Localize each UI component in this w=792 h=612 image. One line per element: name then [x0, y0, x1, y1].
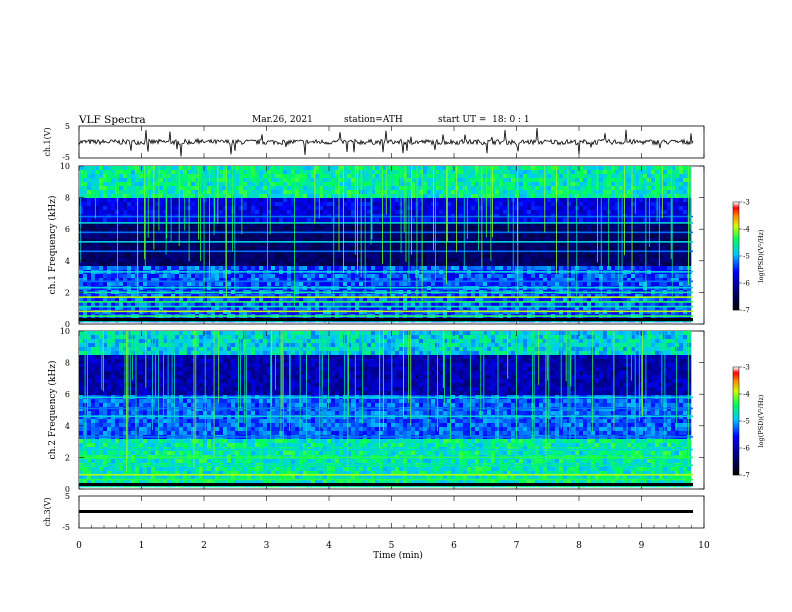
spectral-band-1 — [79, 315, 693, 317]
spec2-ytick-5: 10 — [60, 327, 70, 336]
spectral-band-8 — [79, 407, 693, 410]
ch3-ytick-top: 5 — [65, 492, 70, 501]
x-tick-label-2: 2 — [201, 541, 207, 551]
spec1-ytick-4: 8 — [65, 194, 70, 203]
spec1-ytick-1: 2 — [65, 288, 70, 297]
spectral-band-11 — [79, 241, 693, 243]
spectral-band-6 — [79, 291, 693, 294]
spectral-band-5 — [79, 296, 693, 298]
ch3-waveform-panel: 5 -5 ch.3(V) — [43, 492, 705, 532]
cbar2-tick-2: -5 — [743, 418, 750, 426]
spec2-ytick-4: 8 — [65, 359, 70, 368]
spec2-ytick-0: 0 — [65, 485, 70, 494]
spec1-ytick-3: 6 — [65, 225, 70, 234]
x-axis-ticks: 0 1 2 3 4 5 6 7 8 9 10 — [76, 126, 710, 551]
station-label: station=ATH — [344, 115, 403, 125]
ch2-spectrogram-panel: 0 2 4 6 8 10 ch.2 Frequency (kHz) — [47, 327, 705, 494]
spectral-band-13 — [79, 222, 693, 224]
cbar2-tick-4: -7 — [743, 472, 750, 480]
ch1-waveform-panel: 5 -5 ch.1(V) — [43, 122, 705, 162]
ch1-spectrogram-heatmap — [79, 166, 693, 323]
cbar1-tick-1: -4 — [743, 226, 750, 234]
x-tick-label-6: 6 — [451, 541, 457, 551]
ch3-ytick-bottom: -5 — [62, 523, 70, 532]
date-label: Mar.26, 2021 — [252, 115, 313, 125]
x-tick-label-9: 9 — [639, 541, 645, 551]
cbar1-tick-2: -5 — [743, 253, 750, 261]
spectral-band-4 — [79, 301, 693, 303]
spectral-band-6 — [79, 436, 693, 438]
ch1-ytick-top: 5 — [65, 122, 70, 131]
cbar1-tick-4: -7 — [743, 307, 750, 315]
spectral-band-7 — [79, 286, 693, 289]
ch1-ylabel: ch.1(V) — [43, 127, 52, 156]
ch2-spectrogram-heatmap — [79, 331, 693, 488]
cbar2-tick-3: -6 — [743, 445, 750, 453]
spectral-band-1 — [79, 478, 693, 481]
x-axis-label: Time (min) — [373, 550, 423, 561]
cbar2-tick-1: -4 — [743, 391, 750, 399]
ch2-spec-ylabel: ch.2 Frequency (kHz) — [47, 361, 58, 460]
cbar2-tick-0: -3 — [743, 364, 750, 372]
spectral-band-9 — [79, 396, 693, 399]
chart-title: VLF Spectra — [79, 114, 146, 126]
ch1-colorbar-label: log(PSD)(V²/Hz) — [757, 229, 765, 282]
spec1-ytick-0: 0 — [65, 320, 70, 329]
spec1-ytick-5: 10 — [60, 162, 70, 171]
spectral-band-5 — [79, 448, 693, 451]
spectral-band-4 — [79, 456, 693, 459]
spec2-ytick-3: 6 — [65, 390, 70, 399]
spectral-band-3 — [79, 305, 693, 308]
x-tick-label-8: 8 — [576, 541, 582, 551]
spec2-ytick-1: 2 — [65, 453, 70, 462]
spectral-band-9 — [79, 271, 693, 273]
spectral-band-12 — [79, 231, 693, 234]
spectral-band-10 — [79, 250, 693, 253]
start-time-label: start UT = 18: 0 : 1 — [438, 115, 530, 125]
spectral-band-8 — [79, 280, 693, 283]
ch1-ytick-bottom: -5 — [62, 153, 70, 162]
spec1-ytick-2: 4 — [65, 257, 70, 266]
x-tick-label-10: 10 — [698, 541, 710, 551]
ch1-waveform-trace — [78, 127, 694, 157]
ch1-spec-ylabel: ch.1 Frequency (kHz) — [47, 196, 58, 295]
ch3-waveform-trace — [79, 510, 693, 513]
spec2-ytick-2: 4 — [65, 422, 70, 431]
ch3-ylabel: ch.3(V) — [43, 497, 52, 526]
x-tick-label-5: 5 — [389, 541, 395, 551]
x-tick-label-0: 0 — [76, 541, 82, 551]
spectral-band-3 — [79, 464, 693, 467]
spectral-band-7 — [79, 415, 693, 418]
x-tick-label-1: 1 — [139, 541, 145, 551]
x-tick-label-7: 7 — [514, 541, 520, 551]
ch1-spectrogram-panel: 0 2 4 6 8 10 ch.1 Frequency (kHz) — [47, 162, 705, 329]
x-tick-label-4: 4 — [326, 541, 332, 551]
spectral-band-14 — [79, 215, 693, 218]
cbar1-tick-3: -6 — [743, 280, 750, 288]
spectral-band-2 — [79, 473, 693, 476]
ch2-colorbar-label: log(PSD)(V²/Hz) — [757, 394, 765, 447]
ch1-colorbar: -3 -4 -5 -6 -7 — [732, 199, 750, 315]
cbar1-tick-0: -3 — [743, 199, 750, 207]
ch2-colorbar: -3 -4 -5 -6 -7 — [732, 364, 750, 480]
x-tick-label-3: 3 — [264, 541, 270, 551]
spectral-band-2 — [79, 310, 693, 313]
